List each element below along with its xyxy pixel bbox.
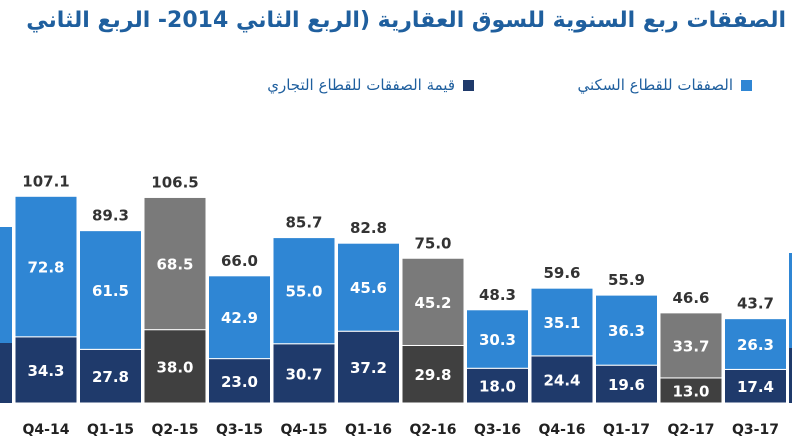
bar-residential-Q3-15 [208,275,271,360]
label-residential-Q4-15: 55.0 [285,283,322,301]
x-tick-label-Q1-15: Q1-15 [87,422,134,438]
edge-bar-right-top [789,253,792,348]
label-commercial-Q4-16: 24.4 [543,371,580,389]
edge-bar-left-bottom [0,343,12,403]
label-residential-Q1-15: 61.5 [92,282,129,300]
bar-residential-Q2-15 [143,196,207,331]
x-tick-label-Q4-14: Q4-14 [23,422,70,438]
bar-commercial-Q3-15 [208,358,271,404]
label-total-Q4-15: 85.7 [285,214,322,232]
legend-item-residential: الصفقات للقطاع السكني [577,76,752,94]
bar-commercial-Q3-17 [724,368,787,404]
bar-residential-Q3-17 [724,318,787,370]
chart-title: الصفقات ربع السنوية للسوق العقارية (الرب… [26,8,786,33]
bar-residential-Q3-16 [466,309,529,369]
bar-residential-Q4-14 [14,195,78,338]
label-total-Q3-16: 48.3 [479,286,516,304]
label-commercial-Q4-15: 30.7 [285,365,322,383]
legend-label-residential: الصفقات للقطاع السكني [577,76,733,94]
bar-residential-Q2-16 [401,257,465,346]
label-commercial-Q1-15: 27.8 [92,368,129,386]
label-commercial-Q2-15: 38.0 [156,358,193,376]
x-tick-label-Q4-15: Q4-15 [281,422,328,438]
label-total-Q1-15: 89.3 [92,207,129,225]
bar-commercial-Q2-16 [401,344,465,404]
x-tick-label-Q3-15: Q3-15 [216,422,263,438]
edge-bar-left-top [0,227,12,343]
label-total-Q1-16: 82.8 [350,219,387,237]
bar-commercial-Q3-16 [466,367,529,404]
label-commercial-Q3-16: 18.0 [479,378,516,396]
label-residential-Q1-16: 45.6 [350,279,387,297]
bar-residential-Q2-17 [659,312,723,379]
label-total-Q2-16: 75.0 [414,234,451,252]
x-tick-label-Q3-17: Q3-17 [732,422,779,438]
label-total-Q3-17: 43.7 [737,295,774,313]
x-tick-label-Q1-17: Q1-17 [603,422,650,438]
label-total-Q3-15: 66.0 [221,252,258,270]
bar-residential-Q1-17 [595,294,658,366]
label-total-Q2-17: 46.6 [672,289,709,307]
label-residential-Q2-16: 45.2 [414,294,451,312]
label-commercial-Q1-17: 19.6 [608,376,645,394]
label-residential-Q1-17: 36.3 [608,322,645,340]
label-commercial-Q1-16: 37.2 [350,359,387,377]
bar-commercial-Q4-16 [530,355,594,404]
legend-label-commercial: قيمة الصفقات للقطاع التجاري [267,76,455,94]
label-commercial-Q3-15: 23.0 [221,373,258,391]
label-commercial-Q2-16: 29.8 [414,366,451,384]
label-residential-Q3-17: 26.3 [737,336,774,354]
x-tick-label-Q3-16: Q3-16 [474,422,521,438]
label-residential-Q4-16: 35.1 [543,314,580,332]
label-total-Q2-15: 106.5 [151,173,198,191]
label-residential-Q4-14: 72.8 [27,259,64,277]
x-tick-label-Q2-17: Q2-17 [668,422,715,438]
bar-commercial-Q4-15 [272,343,336,404]
label-commercial-Q4-14: 34.3 [27,362,64,380]
x-tick-label-Q4-16: Q4-16 [539,422,586,438]
label-residential-Q2-17: 33.7 [672,337,709,355]
label-total-Q1-17: 55.9 [608,271,645,289]
label-residential-Q3-16: 30.3 [479,331,516,349]
x-tick-label-Q2-16: Q2-16 [410,422,457,438]
legend-item-commercial: قيمة الصفقات للقطاع التجاري [267,76,474,94]
bar-residential-Q4-16 [530,287,594,357]
label-residential-Q3-15: 42.9 [221,309,258,327]
label-commercial-Q2-17: 13.0 [672,382,709,400]
bar-commercial-Q1-17 [595,364,658,404]
legend-swatch-commercial [463,80,474,91]
bar-residential-Q4-15 [272,237,336,345]
bar-commercial-Q2-17 [659,377,723,404]
x-tick-label-Q1-16: Q1-16 [345,422,392,438]
label-residential-Q2-15: 68.5 [156,256,193,274]
label-total-Q4-16: 59.6 [543,264,580,282]
edge-bar-right-bottom [789,348,792,403]
bar-commercial-Q1-16 [337,330,400,404]
bar-residential-Q1-16 [337,242,400,332]
legend-swatch-residential [741,80,752,91]
label-commercial-Q3-17: 17.4 [737,378,774,396]
x-tick-label-Q2-15: Q2-15 [152,422,199,438]
bar-commercial-Q2-15 [143,329,207,404]
label-total-Q4-14: 107.1 [22,172,69,190]
bar-residential-Q1-15 [79,230,142,350]
